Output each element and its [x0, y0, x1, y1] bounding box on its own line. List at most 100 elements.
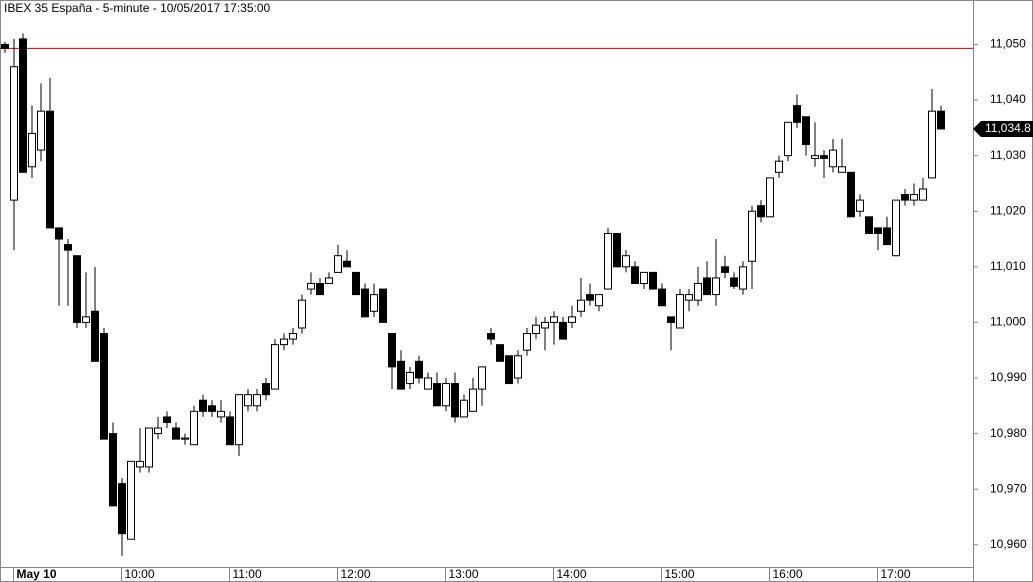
candle-body — [199, 399, 207, 412]
y-tick-label: 11,050 — [990, 37, 1026, 51]
candle-body — [334, 255, 342, 273]
candle-body — [676, 294, 684, 329]
candle-body — [568, 316, 576, 323]
candle-body — [172, 427, 180, 440]
candle-body — [496, 344, 504, 362]
candle-body — [253, 394, 261, 407]
candle-body — [928, 110, 936, 179]
x-tick-label: 16:00 — [773, 567, 803, 581]
x-tick-label: 11:00 — [233, 567, 262, 581]
candle-body — [235, 394, 243, 446]
candle-body — [541, 321, 549, 329]
candle-body — [694, 283, 702, 301]
candle-body — [100, 333, 108, 440]
x-tick-label: 13:00 — [449, 567, 479, 581]
candle-body — [910, 194, 918, 201]
candle-body — [595, 294, 603, 307]
y-tick-label: 10,970 — [990, 481, 1027, 495]
x-tick-label: 14:00 — [557, 567, 587, 581]
candle-body — [829, 149, 837, 168]
x-tick-label: 17:00 — [881, 567, 911, 581]
candle-body — [397, 360, 405, 390]
x-tick-label: 10:00 — [125, 567, 155, 581]
candle-body — [109, 433, 117, 507]
candle-body — [190, 410, 198, 446]
y-tick-label: 11,030 — [990, 148, 1026, 162]
candle-body — [10, 66, 18, 201]
candle-body — [91, 310, 99, 362]
x-tick-label: 15:00 — [665, 567, 695, 581]
candle-body — [451, 383, 459, 418]
candle-body — [262, 383, 270, 396]
candle-body — [28, 132, 36, 168]
candle-body — [73, 255, 81, 323]
y-tick-label: 10,960 — [990, 537, 1027, 551]
candle-body — [784, 121, 792, 157]
candle-body — [577, 299, 585, 312]
candle-body — [856, 199, 864, 212]
candle-body — [739, 266, 747, 290]
candle-body — [847, 171, 855, 218]
candle-body — [658, 288, 666, 307]
candle-body — [649, 271, 657, 290]
candle-body — [217, 410, 225, 418]
x-tick-label: 12:00 — [341, 567, 371, 581]
candle-body — [271, 344, 279, 390]
candle-body — [469, 388, 477, 412]
candle-body — [415, 360, 423, 379]
candle-body — [901, 194, 909, 201]
candle-body — [370, 294, 378, 312]
candle-body — [460, 399, 468, 418]
candle-body — [532, 324, 540, 335]
candle-body — [892, 199, 900, 257]
candle-body — [37, 110, 45, 151]
candle-body — [127, 460, 135, 540]
candle-body — [154, 427, 162, 435]
candle-body — [55, 227, 63, 240]
candle-body — [46, 110, 54, 229]
y-tick-label: 11,040 — [990, 92, 1026, 106]
y-tick-label: 11,000 — [990, 315, 1026, 329]
candle-body — [478, 366, 486, 390]
candle-body — [712, 277, 720, 296]
candle-body — [208, 405, 216, 412]
candle-body — [352, 271, 360, 296]
candle-body — [505, 355, 513, 385]
candle-body — [244, 394, 252, 407]
candle-body — [838, 166, 846, 173]
chart-title: IBEX 35 España - 5-minute - 10/05/2017 1… — [4, 1, 271, 15]
candle-body — [82, 316, 90, 323]
candle-body — [613, 232, 621, 268]
candle-body — [64, 244, 72, 251]
candle-body — [523, 333, 531, 351]
candle-body — [1, 43, 9, 49]
candle-body — [730, 277, 738, 287]
last-price-marker — [973, 120, 1033, 137]
candle-body — [757, 205, 765, 218]
candle-body — [442, 383, 450, 407]
candle-body — [388, 333, 396, 368]
candle-body — [307, 283, 315, 290]
candle-body — [775, 160, 783, 173]
candle-body — [163, 416, 171, 423]
y-tick-label: 11,010 — [990, 259, 1026, 273]
candle-body — [919, 188, 927, 201]
candle-body — [721, 266, 729, 273]
candle-body — [937, 110, 945, 130]
candle-body — [883, 227, 891, 246]
candle-body — [631, 266, 639, 284]
y-tick-label: 11,020 — [990, 203, 1026, 217]
candle-body — [361, 288, 369, 318]
candle-body — [604, 232, 612, 290]
candle-body — [766, 177, 774, 218]
candle-body — [586, 294, 594, 301]
candle-body — [298, 299, 306, 329]
candle-body — [811, 155, 819, 159]
candle-body — [487, 333, 495, 340]
candle-body — [667, 316, 675, 323]
candle-body — [748, 210, 756, 262]
candle-body — [19, 38, 27, 173]
candle-body — [118, 483, 126, 535]
candle-body — [280, 338, 288, 346]
